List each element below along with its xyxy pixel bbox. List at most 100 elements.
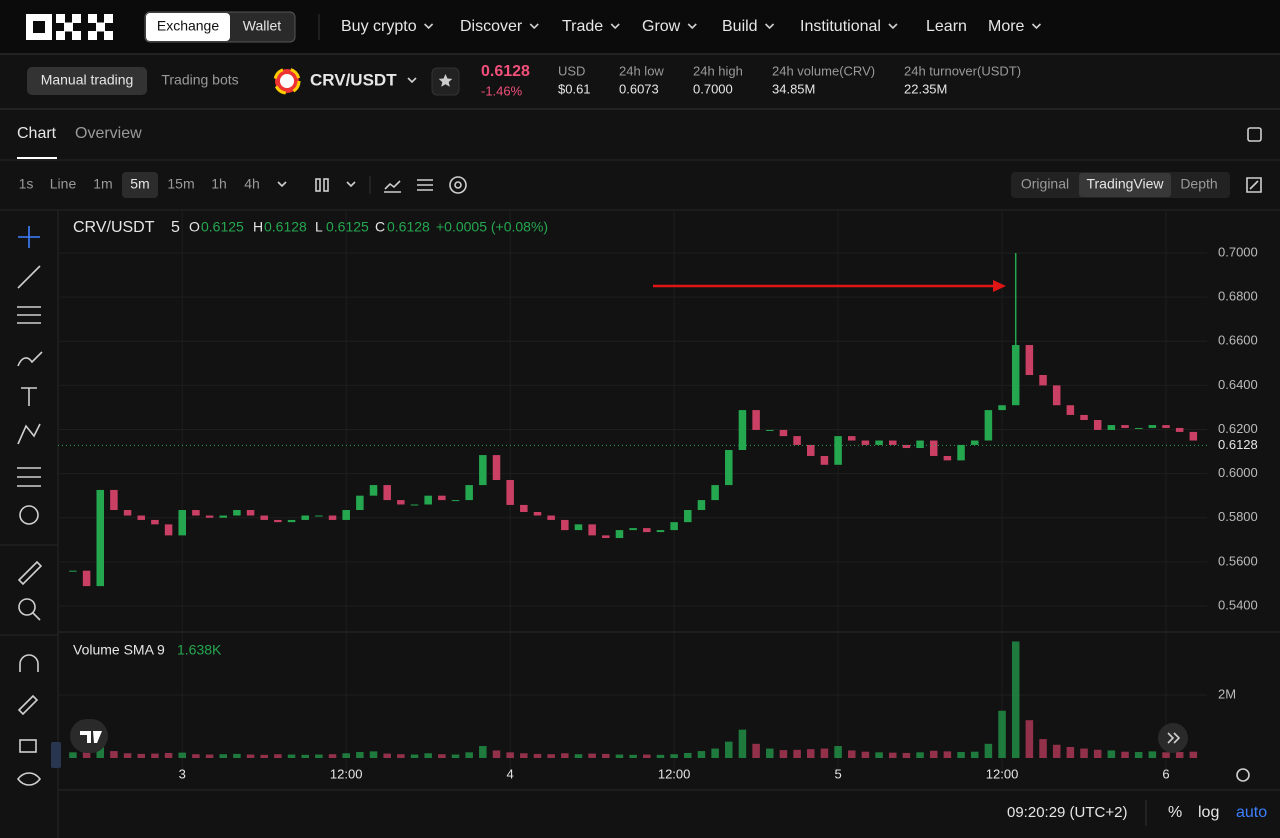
interval[interactable]: 5m (130, 176, 149, 192)
interval[interactable]: 4h (244, 176, 260, 192)
menu-item[interactable]: Grow (642, 18, 681, 35)
mode[interactable]: Manual trading (41, 72, 134, 88)
candle (970, 440, 979, 445)
tab-underline (17, 157, 57, 159)
y-tick-label: 0.5800 (1218, 509, 1258, 524)
stat-value: 0.7000 (693, 81, 733, 96)
candle (260, 515, 268, 520)
candle (957, 444, 965, 461)
legend-label: H (253, 219, 263, 235)
candle (1052, 385, 1061, 406)
candle (766, 429, 774, 431)
volume-bar (151, 753, 159, 758)
volume-bar (547, 754, 555, 758)
candle (779, 429, 788, 437)
interval[interactable]: 15m (167, 176, 194, 192)
candle (479, 455, 487, 486)
view[interactable]: Depth (1180, 176, 1217, 192)
layout-icon[interactable] (1247, 127, 1262, 142)
volume-bar (369, 751, 378, 758)
volume-bar (643, 754, 651, 758)
volume-bar (315, 754, 323, 758)
chevrons (1167, 732, 1181, 744)
collapse-tab[interactable] (51, 742, 61, 768)
interval[interactable]: Line (50, 176, 77, 192)
volume-bar (998, 710, 1006, 758)
auto-toggle[interactable]: auto (1236, 804, 1267, 821)
volume-bar (943, 751, 952, 758)
volume-legend-value: 1.638K (177, 642, 222, 658)
menu-item[interactable]: Trade (562, 18, 603, 35)
menu-item[interactable]: Discover (460, 18, 523, 35)
volume-bar (1175, 752, 1184, 758)
chevron (277, 181, 356, 188)
menu-item[interactable]: More (988, 18, 1025, 35)
percent-toggle[interactable]: % (1168, 804, 1182, 821)
tab[interactable]: Overview (75, 125, 142, 142)
candle (520, 504, 528, 512)
mode[interactable]: Trading bots (161, 72, 238, 88)
candle (998, 405, 1006, 411)
candle (1025, 345, 1034, 376)
volume-bar (328, 754, 337, 758)
candle (602, 535, 610, 539)
menu-item[interactable]: Learn (926, 18, 967, 35)
menu-item[interactable]: Build (722, 18, 758, 35)
volume-bar (984, 743, 993, 758)
mode-active[interactable] (27, 67, 147, 95)
fullscreen[interactable] (1246, 177, 1262, 193)
volume-bar (561, 753, 569, 758)
legend-label: L (315, 219, 323, 235)
volume-bar (287, 754, 296, 758)
menu-item[interactable]: Institutional (800, 18, 881, 35)
chevron (407, 77, 417, 84)
candle (451, 500, 460, 502)
candle (1066, 405, 1075, 415)
view[interactable]: TradingView (1086, 176, 1164, 192)
interval-active[interactable] (122, 172, 158, 198)
volume-bar (397, 754, 405, 758)
exchange-tab[interactable] (146, 13, 230, 41)
volume-bar (970, 751, 979, 758)
candle (588, 524, 596, 536)
tab[interactable]: Wallet (243, 18, 281, 34)
y-tick-label: 0.6600 (1218, 333, 1258, 348)
drawing-toolbar (16, 226, 43, 786)
last-price-box (1210, 436, 1262, 455)
volume-bar (1134, 752, 1143, 758)
candle (697, 500, 706, 511)
volume-bar (820, 748, 829, 758)
y-tick-label: 0.6400 (1218, 377, 1258, 392)
view[interactable]: Original (1021, 176, 1069, 192)
volume-bar (902, 752, 911, 758)
last-price: 0.6128 (481, 63, 530, 80)
candle (178, 510, 186, 536)
tab-active[interactable]: Chart (17, 125, 57, 142)
volume-bar (916, 752, 924, 758)
volume-bar (178, 752, 186, 758)
stat-value: 34.85M (772, 81, 815, 96)
volume-bar (465, 752, 473, 758)
candle (397, 500, 405, 505)
candle (902, 444, 911, 449)
interval[interactable]: 1m (93, 176, 112, 192)
legend-change: +0.0005 (+0.08%) (436, 219, 548, 235)
view-active[interactable] (1079, 173, 1171, 197)
log-toggle[interactable]: log (1198, 804, 1219, 821)
y-tick-label: 0.6000 (1218, 465, 1258, 480)
menu-item[interactable]: Buy crypto (341, 18, 417, 35)
settings[interactable] (1236, 768, 1250, 782)
volume-bar (164, 752, 173, 758)
interval[interactable]: 1h (211, 176, 227, 192)
candle (369, 485, 378, 496)
volume-bar (1025, 720, 1034, 758)
tab[interactable]: Exchange (157, 18, 219, 34)
interval[interactable]: 1s (19, 176, 34, 192)
pair[interactable]: CRV/USDT (310, 70, 397, 89)
volume-bar (1080, 748, 1088, 758)
candle (1175, 427, 1184, 432)
volume-bar (1121, 751, 1129, 758)
price-change: -1.46% (481, 83, 523, 98)
volume-bar (1066, 746, 1075, 758)
candle (205, 515, 214, 518)
